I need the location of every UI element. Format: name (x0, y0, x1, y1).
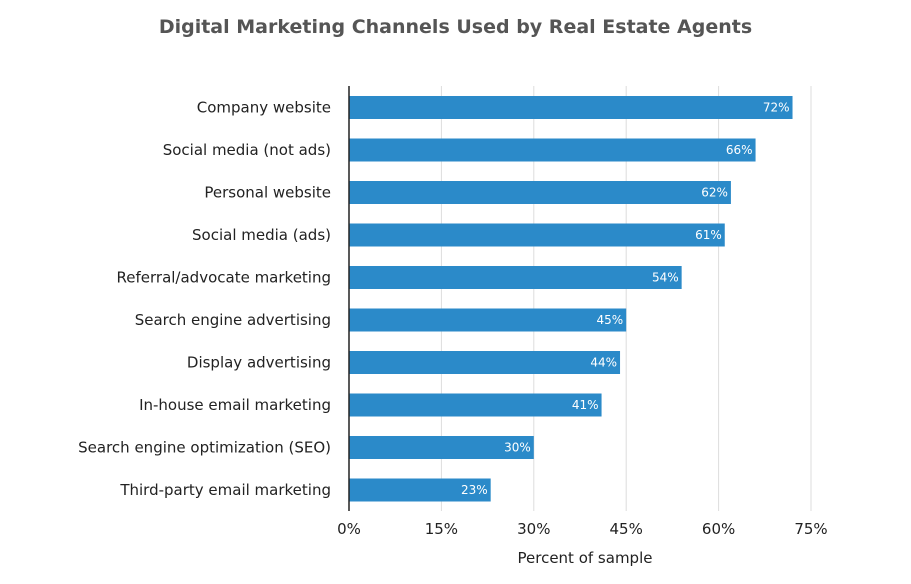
data-label: 41% (572, 398, 599, 412)
bar (349, 351, 621, 374)
category-label: Search engine optimization (SEO) (78, 439, 331, 457)
chart-title: Digital Marketing Channels Used by Real … (158, 16, 753, 38)
bar (349, 436, 534, 459)
data-label: 72% (763, 101, 790, 115)
data-label: 45% (597, 313, 624, 327)
bar (349, 266, 682, 289)
category-label: Company website (197, 99, 331, 117)
data-label: 30% (504, 441, 531, 455)
data-label: 44% (590, 356, 617, 370)
x-tick-label: 75% (794, 520, 827, 538)
category-label: Display advertising (187, 354, 331, 372)
category-label: In-house email marketing (139, 396, 331, 414)
category-label: Referral/advocate marketing (117, 269, 331, 287)
data-label: 54% (652, 271, 679, 285)
bar (349, 308, 627, 332)
category-label: Social media (not ads) (163, 141, 331, 159)
data-label: 23% (461, 483, 488, 497)
data-label: 61% (695, 228, 722, 242)
x-axis-title: Percent of sample (518, 549, 653, 567)
bar (349, 478, 491, 502)
bar (349, 96, 793, 119)
category-label: Search engine advertising (135, 311, 331, 329)
x-tick-label: 0% (337, 520, 361, 538)
bar (349, 393, 602, 417)
bar (349, 138, 756, 162)
data-label: 66% (726, 143, 753, 157)
data-label: 62% (701, 186, 728, 200)
bar (349, 181, 731, 204)
bar (349, 223, 725, 247)
category-label: Personal website (204, 184, 331, 202)
x-tick-label: 15% (425, 520, 458, 538)
x-tick-label: 60% (702, 520, 735, 538)
x-tick-label: 45% (610, 520, 643, 538)
x-tick-label: 30% (517, 520, 550, 538)
category-label: Social media (ads) (192, 226, 331, 244)
category-label: Third-party email marketing (119, 481, 331, 499)
